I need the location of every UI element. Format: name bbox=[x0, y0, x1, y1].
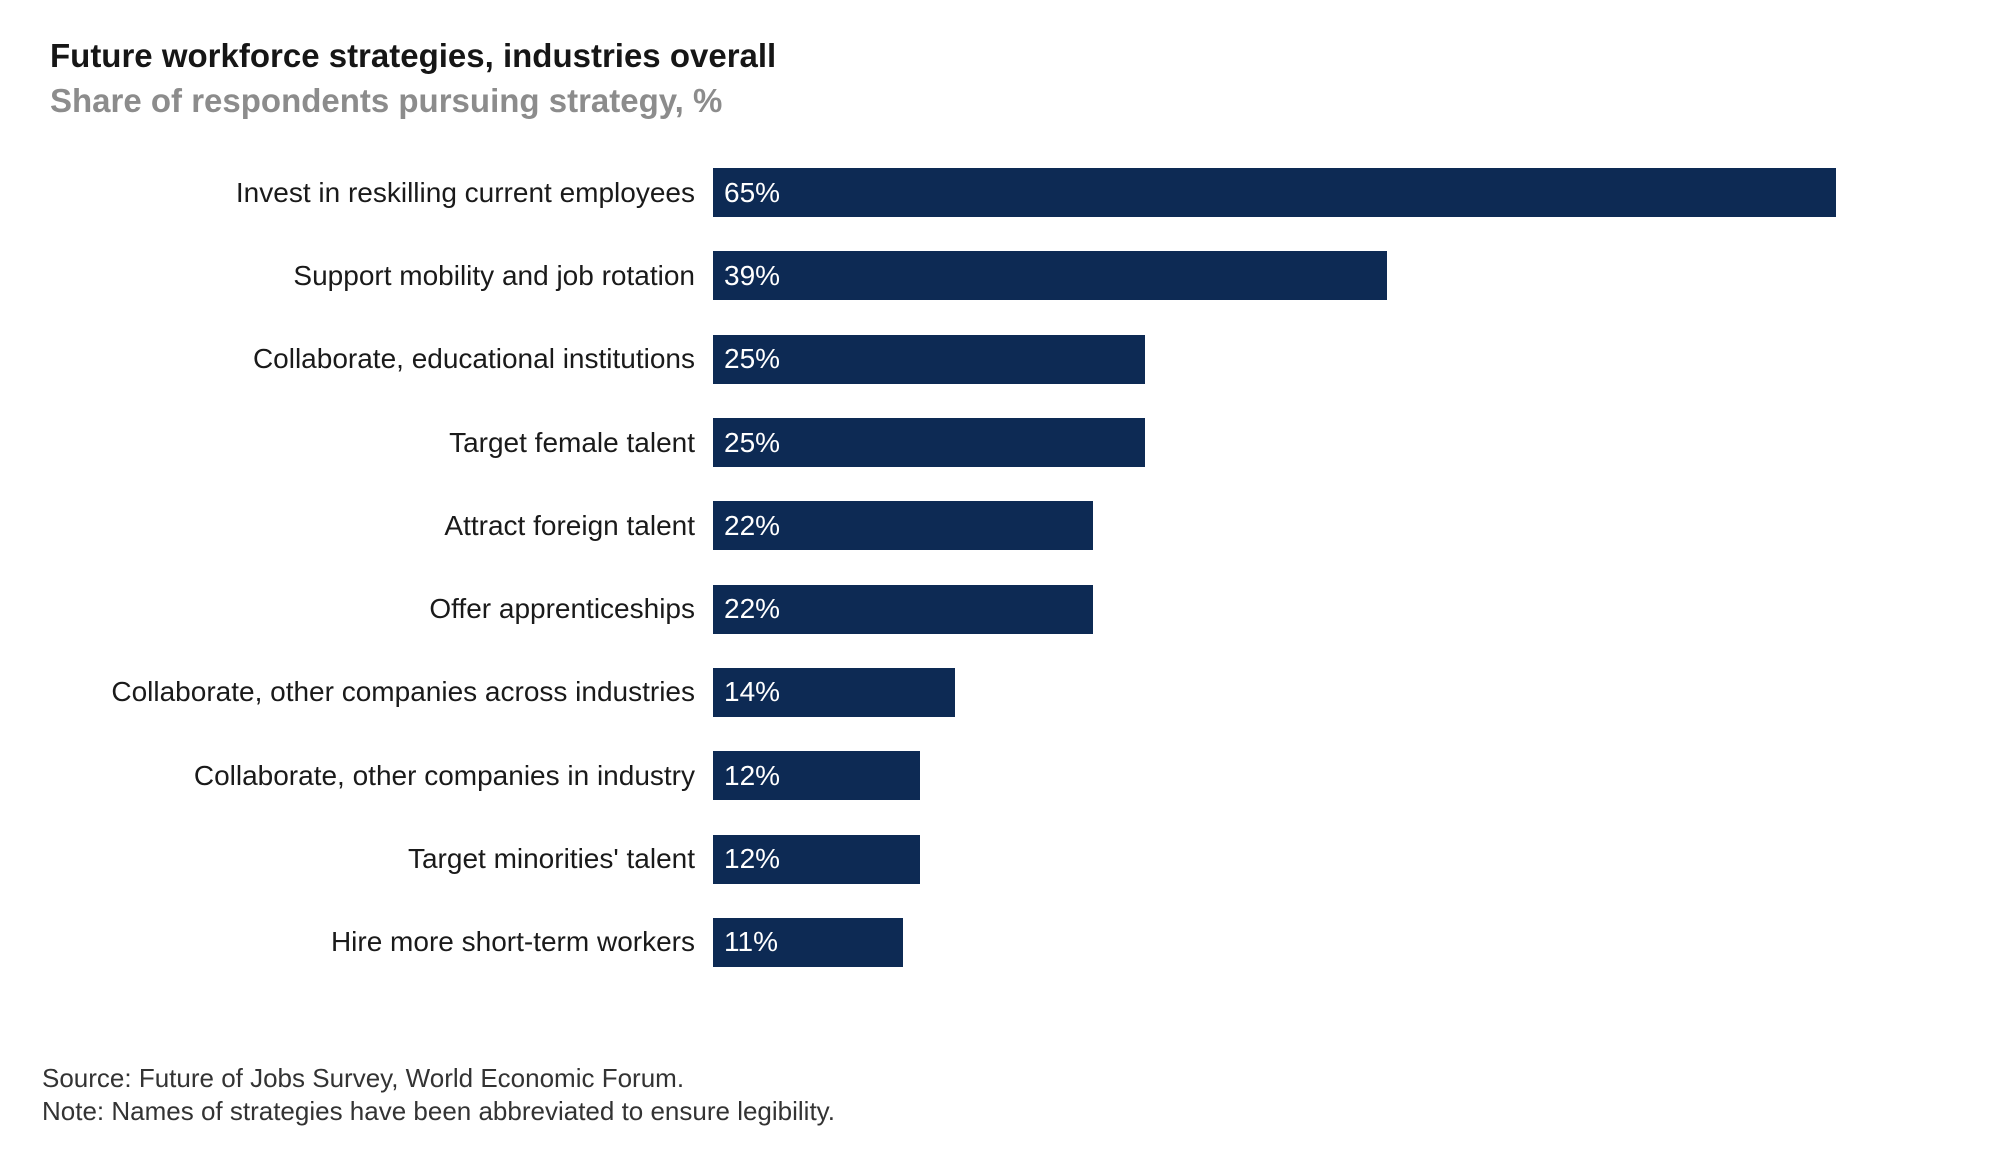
chart-row: Support mobility and job rotation 39% bbox=[0, 234, 2016, 317]
bar: 11% bbox=[713, 917, 903, 967]
category-label: Offer apprenticeships bbox=[429, 593, 695, 625]
chart-footnotes: Source: Future of Jobs Survey, World Eco… bbox=[42, 1062, 835, 1128]
bar: 22% bbox=[713, 584, 1093, 634]
chart-row: Hire more short-term workers 11% bbox=[0, 901, 2016, 984]
category-label: Attract foreign talent bbox=[444, 509, 695, 541]
chart-row: Target minorities' talent 12% bbox=[0, 817, 2016, 900]
bar: 12% bbox=[713, 751, 920, 801]
category-label: Invest in reskilling current employees bbox=[235, 176, 695, 208]
source-note: Source: Future of Jobs Survey, World Eco… bbox=[42, 1063, 685, 1093]
value-label: 39% bbox=[724, 259, 781, 291]
category-label: Target minorities' talent bbox=[407, 843, 695, 875]
value-label: 11% bbox=[724, 926, 778, 958]
chart-subtitle: Share of respondents pursuing strategy, … bbox=[50, 82, 723, 119]
bar: 65% bbox=[713, 168, 1836, 218]
category-label: Target female talent bbox=[449, 426, 695, 458]
chart-row: Attract foreign talent 22% bbox=[0, 484, 2016, 567]
chart-row: Invest in reskilling current employees 65… bbox=[0, 151, 2016, 234]
category-label: Support mobility and job rotation bbox=[293, 259, 695, 291]
bar: 12% bbox=[713, 834, 920, 884]
value-label: 14% bbox=[724, 676, 781, 708]
bar: 25% bbox=[713, 334, 1145, 384]
category-label: Collaborate, educational institutions bbox=[252, 343, 695, 375]
value-label: 12% bbox=[724, 759, 781, 791]
legibility-note: Note: Names of strategies have been abbr… bbox=[42, 1096, 835, 1126]
value-label: 22% bbox=[724, 509, 781, 541]
bar: 39% bbox=[713, 251, 1387, 301]
category-label: Collaborate, other companies in industry bbox=[193, 759, 695, 791]
bar: 14% bbox=[713, 667, 955, 717]
value-label: 25% bbox=[724, 426, 781, 458]
category-label: Hire more short-term workers bbox=[330, 926, 695, 958]
category-label: Collaborate, other companies across indu… bbox=[111, 676, 695, 708]
chart-title: Future workforce strategies, industries … bbox=[50, 37, 777, 74]
bar: 22% bbox=[713, 501, 1093, 551]
chart-row: Collaborate, other companies in industry… bbox=[0, 734, 2016, 817]
value-label: 65% bbox=[724, 176, 781, 208]
chart-row: Offer apprenticeships 22% bbox=[0, 567, 2016, 650]
chart-row: Collaborate, educational institutions 25% bbox=[0, 318, 2016, 401]
chart-row: Target female talent 25% bbox=[0, 401, 2016, 484]
bar-chart: Invest in reskilling current employees 65… bbox=[0, 151, 2016, 984]
value-label: 25% bbox=[724, 343, 781, 375]
value-label: 12% bbox=[724, 843, 781, 875]
value-label: 22% bbox=[724, 593, 781, 625]
chart-row: Collaborate, other companies across indu… bbox=[0, 651, 2016, 734]
bar: 25% bbox=[713, 418, 1145, 468]
